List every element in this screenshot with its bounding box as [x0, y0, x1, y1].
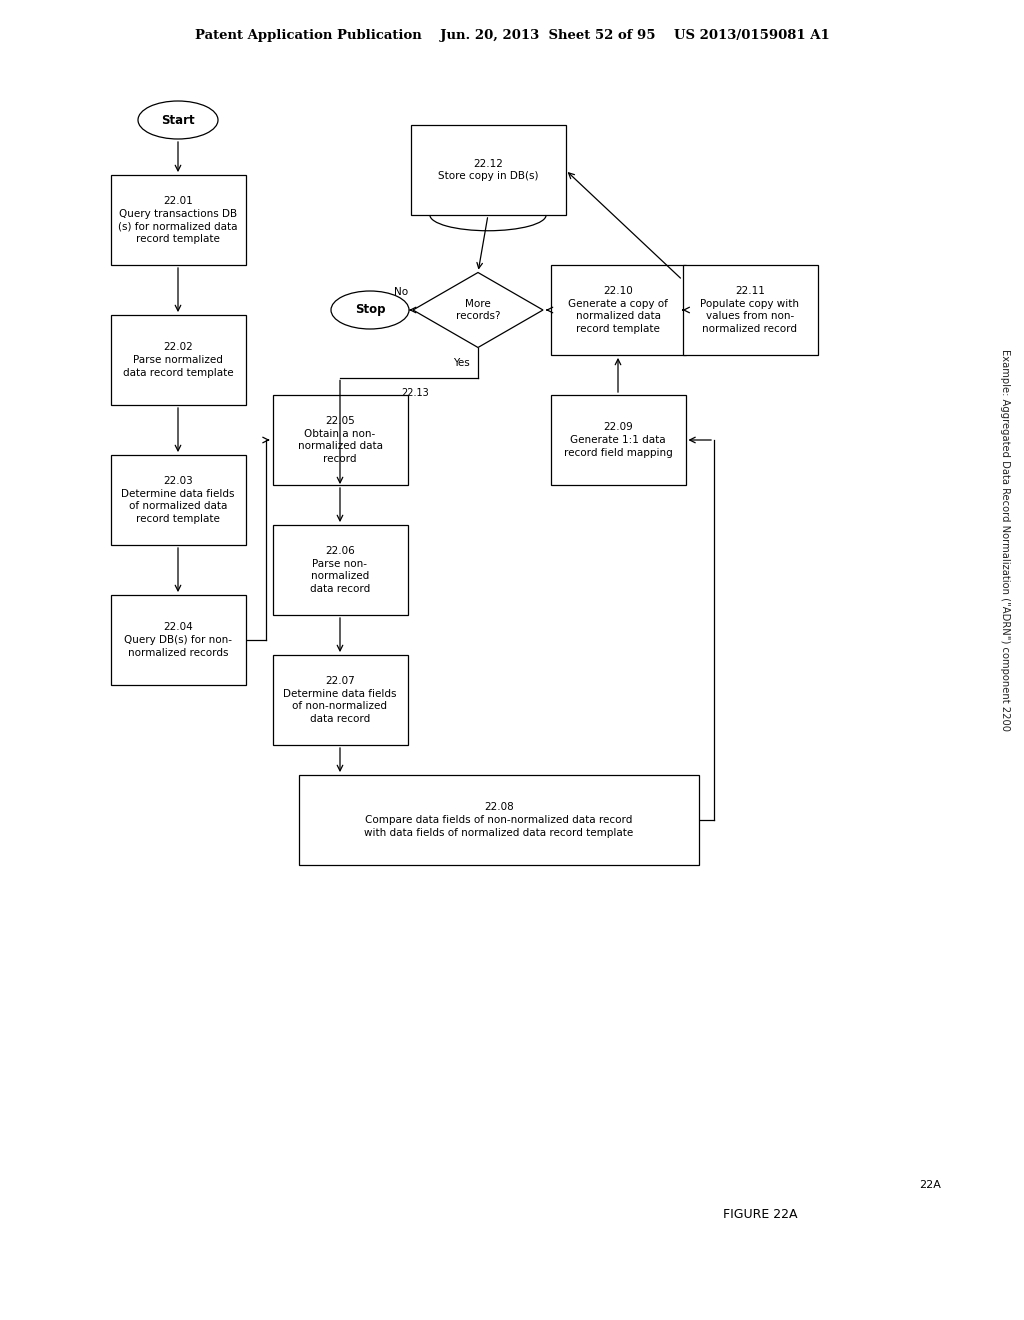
Polygon shape	[413, 272, 543, 347]
FancyBboxPatch shape	[683, 265, 817, 355]
Text: 22A: 22A	[920, 1180, 941, 1191]
Ellipse shape	[331, 290, 409, 329]
FancyBboxPatch shape	[272, 655, 408, 744]
FancyBboxPatch shape	[272, 525, 408, 615]
Text: 22.08
Compare data fields of non-normalized data record
with data fields of norm: 22.08 Compare data fields of non-normali…	[365, 803, 634, 838]
FancyBboxPatch shape	[111, 176, 246, 265]
Text: FIGURE 22A: FIGURE 22A	[723, 1209, 798, 1221]
Text: 22.06
Parse non-
normalized
data record: 22.06 Parse non- normalized data record	[310, 545, 370, 594]
Text: Start: Start	[161, 114, 195, 127]
Text: 22.04
Query DB(s) for non-
normalized records: 22.04 Query DB(s) for non- normalized re…	[124, 622, 232, 657]
Text: 22.11
Populate copy with
values from non-
normalized record: 22.11 Populate copy with values from non…	[700, 286, 800, 334]
FancyBboxPatch shape	[299, 775, 699, 865]
Text: 22.03
Determine data fields
of normalized data
record template: 22.03 Determine data fields of normalize…	[121, 475, 234, 524]
FancyBboxPatch shape	[272, 395, 408, 484]
Text: Stop: Stop	[354, 304, 385, 317]
Text: 22.07
Determine data fields
of non-normalized
data record: 22.07 Determine data fields of non-norma…	[284, 676, 396, 725]
Text: More
records?: More records?	[456, 298, 501, 321]
Text: 22.02
Parse normalized
data record template: 22.02 Parse normalized data record templ…	[123, 342, 233, 378]
Text: 22.12
Store copy in DB(s): 22.12 Store copy in DB(s)	[437, 158, 539, 181]
Text: Example: Aggregated Data Record Normalization ("ADRN") component 2200: Example: Aggregated Data Record Normaliz…	[1000, 348, 1010, 731]
FancyBboxPatch shape	[111, 455, 246, 545]
FancyBboxPatch shape	[111, 315, 246, 405]
FancyBboxPatch shape	[411, 125, 565, 215]
Text: Patent Application Publication    Jun. 20, 2013  Sheet 52 of 95    US 2013/01590: Patent Application Publication Jun. 20, …	[195, 29, 829, 41]
Text: 22.13: 22.13	[401, 388, 429, 397]
Text: No: No	[394, 286, 408, 297]
FancyBboxPatch shape	[551, 395, 685, 484]
Text: Yes: Yes	[454, 358, 470, 367]
FancyBboxPatch shape	[111, 595, 246, 685]
Text: 22.10
Generate a copy of
normalized data
record template: 22.10 Generate a copy of normalized data…	[568, 286, 668, 334]
FancyBboxPatch shape	[551, 265, 685, 355]
Text: 22.05
Obtain a non-
normalized data
record: 22.05 Obtain a non- normalized data reco…	[298, 416, 383, 465]
Text: 22.01
Query transactions DB
(s) for normalized data
record template: 22.01 Query transactions DB (s) for norm…	[118, 195, 238, 244]
Ellipse shape	[138, 102, 218, 139]
Text: 22.09
Generate 1:1 data
record field mapping: 22.09 Generate 1:1 data record field map…	[563, 422, 673, 458]
